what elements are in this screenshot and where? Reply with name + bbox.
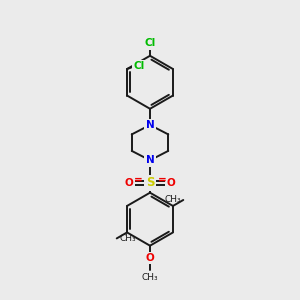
Text: CH₃: CH₃ xyxy=(142,273,158,282)
Text: N: N xyxy=(146,155,154,165)
Text: Cl: Cl xyxy=(134,61,145,71)
Text: CH₃: CH₃ xyxy=(119,234,136,243)
Text: N: N xyxy=(146,120,154,130)
Text: O: O xyxy=(167,178,176,188)
Text: Cl: Cl xyxy=(144,38,156,48)
Text: =: = xyxy=(134,174,142,184)
Text: =: = xyxy=(158,174,166,184)
Text: CH₃: CH₃ xyxy=(164,196,181,205)
Text: S: S xyxy=(146,176,154,190)
Text: O: O xyxy=(146,253,154,263)
Text: O: O xyxy=(124,178,133,188)
